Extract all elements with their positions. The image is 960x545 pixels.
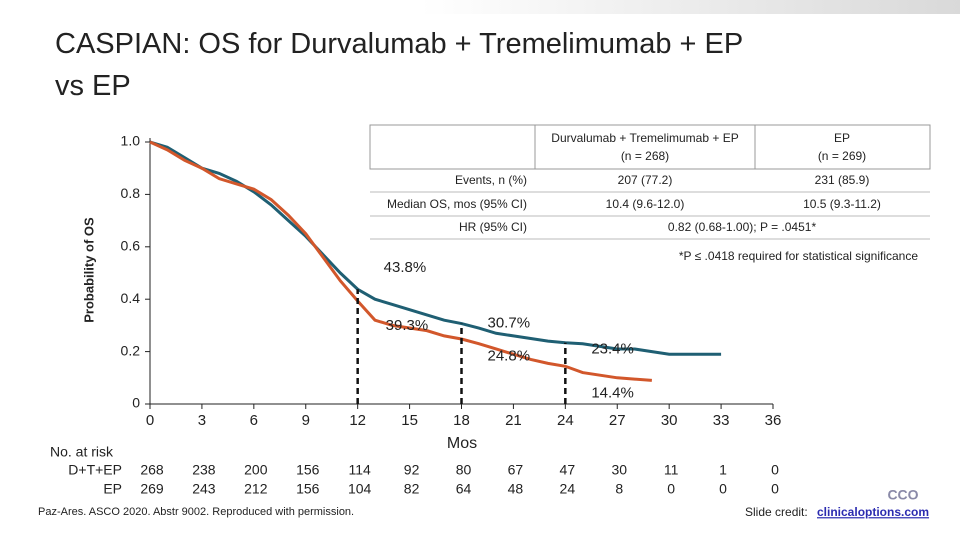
table-footnote: *P ≤ .0418 required for statistical sign… (679, 249, 918, 263)
x-tick-label: 18 (453, 412, 470, 429)
table-header: EP (834, 131, 850, 145)
source: Paz-Ares. ASCO 2020. Abstr 9002. Reprodu… (38, 506, 354, 518)
y-tick-label: 1.0 (121, 133, 141, 149)
landmark-label: 23.4% (591, 341, 634, 358)
x-tick-label: 27 (609, 412, 626, 429)
x-tick-label: 3 (198, 412, 206, 429)
x-tick-label: 15 (401, 412, 418, 429)
risk-value: 11 (664, 462, 679, 478)
table-header-n: (n = 269) (818, 149, 866, 163)
table-cell: 10.5 (9.3-11.2) (803, 197, 881, 211)
table-row-label: Events, n (%) (455, 173, 527, 187)
x-tick-label: 0 (146, 412, 154, 429)
landmark-label: 43.8% (384, 259, 427, 276)
risk-value: 104 (348, 481, 372, 497)
landmark-label: 39.3% (386, 317, 429, 334)
table-header-n: (n = 268) (621, 149, 669, 163)
risk-value: 1 (719, 462, 727, 478)
y-tick-label: 0 (132, 395, 140, 411)
risk-value: 238 (192, 462, 216, 478)
risk-row-label: EP (103, 481, 122, 497)
risk-value: 114 (349, 462, 372, 478)
credit-link[interactable]: clinicaloptions.com (817, 505, 929, 519)
top-band (420, 0, 960, 14)
x-tick-label: 24 (557, 412, 574, 429)
risk-value: 24 (560, 481, 576, 497)
risk-value: 156 (296, 462, 320, 478)
y-tick-label: 0.4 (121, 290, 141, 306)
landmark-label: 14.4% (591, 385, 634, 402)
slide-title: CASPIAN: OS for Durvalumab + Tremelimuma… (55, 28, 743, 102)
y-axis-title: Probability of OS (81, 217, 96, 323)
table-cell: 207 (77.2) (618, 173, 673, 187)
credit-label: Slide credit: (745, 505, 808, 519)
km-curve (149, 140, 652, 382)
risk-value: 268 (140, 462, 164, 478)
table-row-label: Median OS, mos (95% CI) (387, 197, 527, 211)
risk-value: 8 (615, 481, 623, 497)
risk-row-label: D+T+EP (68, 462, 122, 478)
x-tick-label: 9 (302, 412, 310, 429)
x-tick-label: 30 (661, 412, 678, 429)
landmark-label: 24.8% (488, 348, 531, 365)
logo: CCO (887, 487, 918, 503)
risk-value: 82 (404, 481, 420, 497)
x-tick-label: 36 (765, 412, 782, 429)
risk-value: 92 (404, 462, 420, 478)
y-tick-label: 0.8 (121, 185, 141, 201)
x-axis-title: Mos (447, 435, 477, 452)
risk-value: 0 (719, 481, 727, 497)
x-tick-label: 12 (349, 412, 366, 429)
risk-value: 200 (244, 462, 268, 478)
table-header: Durvalumab + Tremelimumab + EP (551, 131, 738, 145)
risk-value: 64 (456, 481, 472, 497)
landmark-label: 30.7% (488, 315, 531, 332)
risk-value: 269 (140, 481, 164, 497)
table-cell: 10.4 (9.6-12.0) (606, 197, 685, 211)
risk-value: 0 (771, 462, 779, 478)
risk-value: 80 (456, 462, 472, 478)
risk-value: 156 (296, 481, 320, 497)
risk-value: 0 (667, 481, 675, 497)
risk-value: 67 (508, 462, 524, 478)
risk-value: 30 (611, 462, 627, 478)
risk-value: 47 (560, 462, 576, 478)
table-cell: 0.82 (0.68-1.00); P = .0451* (668, 220, 817, 234)
table-header-box (369, 124, 931, 170)
x-tick-label: 6 (250, 412, 258, 429)
y-tick-label: 0.6 (121, 238, 141, 254)
x-tick-label: 33 (713, 412, 730, 429)
y-tick-label: 0.2 (121, 342, 141, 358)
risk-value: 212 (244, 481, 268, 497)
risk-title: No. at risk (50, 444, 114, 460)
table-cell: 231 (85.9) (815, 173, 870, 187)
risk-value: 0 (771, 481, 779, 497)
risk-value: 243 (192, 481, 216, 497)
risk-value: 48 (508, 481, 524, 497)
x-tick-label: 21 (505, 412, 522, 429)
table-row-label: HR (95% CI) (459, 220, 527, 234)
